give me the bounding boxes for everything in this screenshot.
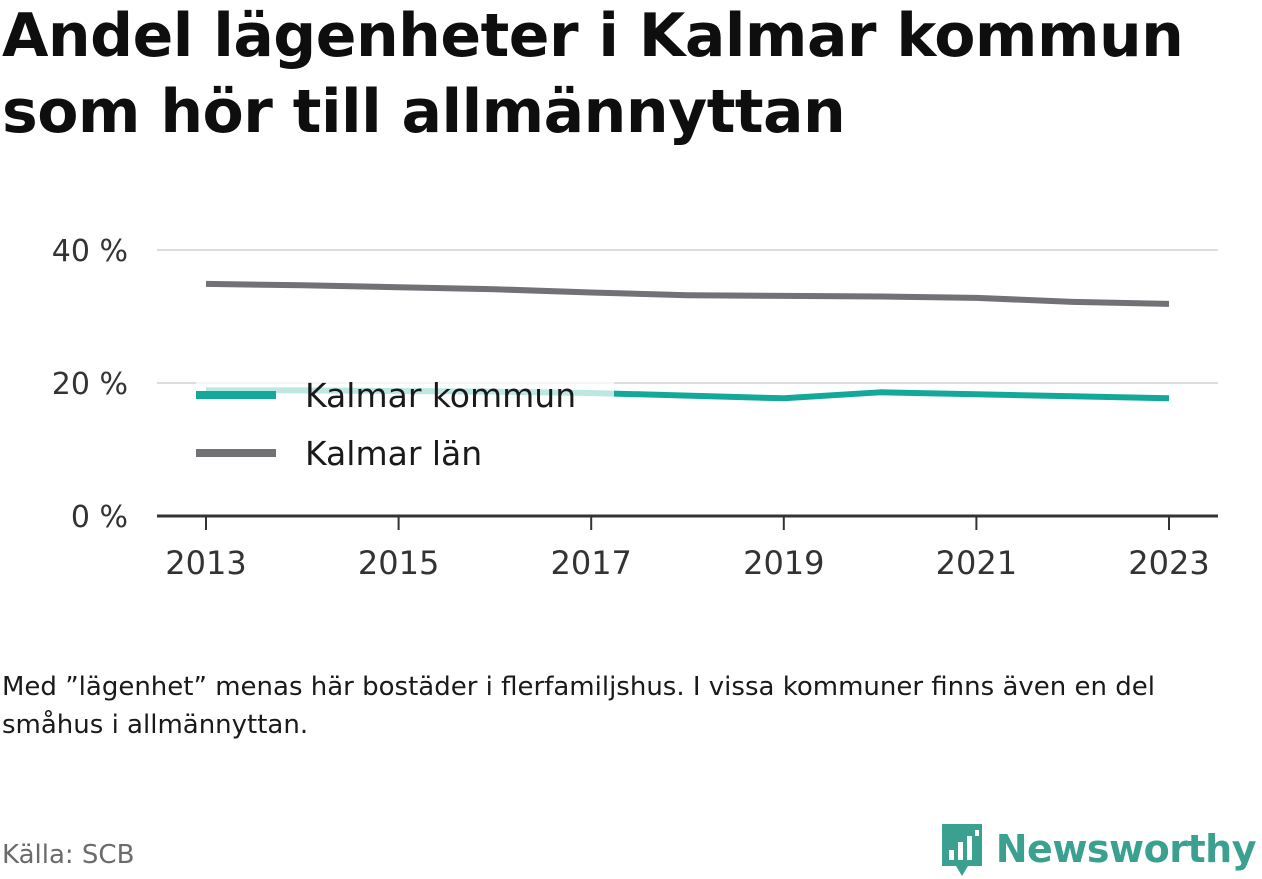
y-tick-label: 20 % bbox=[52, 367, 128, 402]
legend-label: Kalmar kommun bbox=[305, 376, 576, 415]
x-tick-label: 2019 bbox=[743, 544, 824, 582]
x-tick-label: 2023 bbox=[1128, 544, 1209, 582]
x-tick-label: 2017 bbox=[550, 544, 631, 582]
line-chart: 0 % 20 % 40 % 2013 2015 2017 2019 2021 2023 Kal… bbox=[52, 234, 1218, 582]
chart-note: Med ”lägenhet” menas här bostäder i fler… bbox=[2, 672, 1155, 740]
brand-name: Newsworthy bbox=[995, 827, 1257, 871]
x-tick-label: 2021 bbox=[936, 544, 1017, 582]
y-tick-label: 40 % bbox=[52, 234, 128, 269]
source-label: Källa: SCB bbox=[2, 840, 135, 870]
newsworthy-logo-icon bbox=[941, 824, 982, 876]
x-tick-label: 2013 bbox=[165, 544, 246, 582]
legend-background bbox=[196, 372, 614, 484]
x-axis: 2013 2015 2017 2019 2021 2023 bbox=[157, 514, 1218, 582]
chart-title: Andel lägenheter i Kalmar kommun som hör… bbox=[2, 1, 1184, 147]
x-tick-label: 2015 bbox=[358, 544, 439, 582]
y-tick-label: 0 % bbox=[71, 500, 128, 535]
series-line bbox=[205, 280, 1170, 307]
newsworthy-logo[interactable]: Newsworthy bbox=[938, 820, 1257, 878]
legend-label: Kalmar län bbox=[305, 434, 482, 473]
gridlines bbox=[157, 249, 1218, 384]
y-axis-ticks: 0 % 20 % 40 % bbox=[52, 234, 128, 535]
legend: Kalmar kommun Kalmar län bbox=[196, 372, 614, 484]
